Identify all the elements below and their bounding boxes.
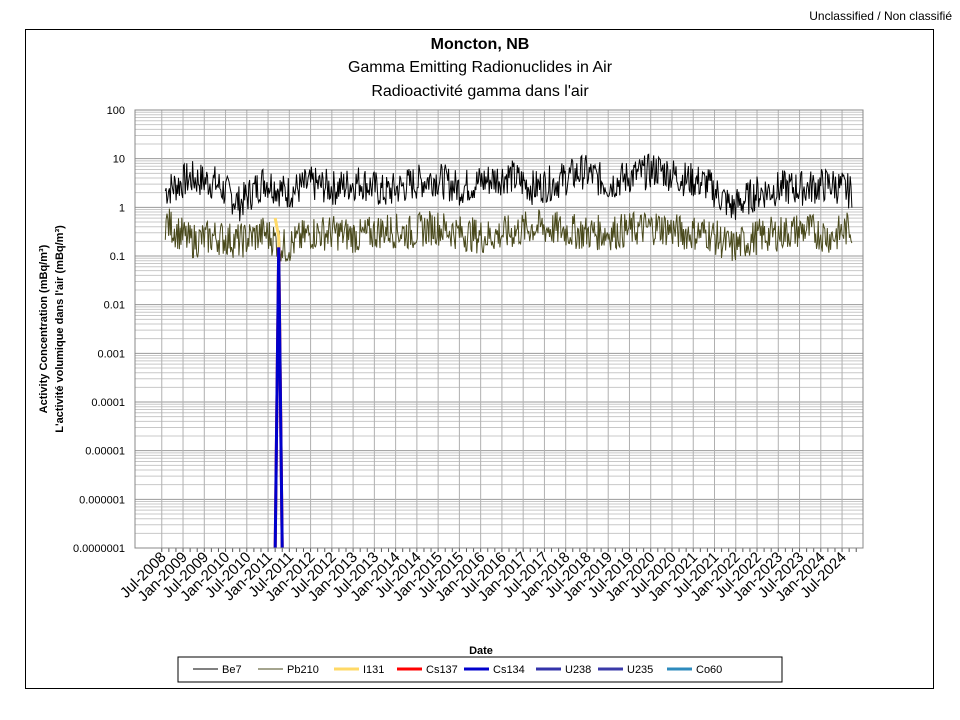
legend-label-co60: Co60 xyxy=(696,664,722,676)
series-group xyxy=(164,153,853,549)
legend-label-u238: U238 xyxy=(565,664,591,676)
y-axis-label-fr: L'activité volumique dans l'air (mBq/m³) xyxy=(54,225,66,433)
chart-frame xyxy=(25,29,934,689)
series-line-be7 xyxy=(164,153,853,222)
y-tick-label: 0.000001 xyxy=(79,494,125,506)
series-line-cs134 xyxy=(273,247,284,549)
legend-label-i131: I131 xyxy=(363,664,384,676)
legend-label-cs134: Cs134 xyxy=(493,664,525,676)
legend: Be7 Pb210 I131 Cs137 Cs134 U238 U235 Co60 xyxy=(193,664,722,676)
y-tick-label: 0.0000001 xyxy=(73,543,125,555)
chart-subtitle-en: Gamma Emitting Radionuclides in Air xyxy=(347,59,613,76)
legend-label-be7: Be7 xyxy=(222,664,242,676)
y-tick-label: 0.001 xyxy=(97,348,125,360)
y-tick-label: 0.1 xyxy=(110,251,125,263)
y-tick-label: 0.0001 xyxy=(91,397,125,409)
y-tick-label: 100 xyxy=(107,105,125,117)
x-tick-labels: Jul-2008Jan-2009Jul-2009Jan-2010Jul-2010… xyxy=(117,549,850,605)
y-tick-label: 10 xyxy=(113,154,125,166)
classification-label: Unclassified / Non classifié xyxy=(809,9,952,23)
legend-label-u235: U235 xyxy=(627,664,653,676)
grid-lines xyxy=(135,109,863,552)
y-tick-labels: 100 10 1 0.1 0.01 0.001 0.0001 0.00001 0.000001 0… xyxy=(73,105,125,555)
y-tick-label: 0.01 xyxy=(104,300,125,312)
y-tick-label: 0.00001 xyxy=(85,446,125,458)
legend-label-cs137: Cs137 xyxy=(426,664,458,676)
title-block: Moncton, NB Gamma Emitting Radionuclides… xyxy=(0,34,960,104)
y-tick-label: 1 xyxy=(119,202,125,214)
plot-area-border xyxy=(134,109,864,549)
chart-title: Moncton, NB xyxy=(430,36,530,53)
chart-subtitle-fr: Radioactivité gamma dans l'air xyxy=(371,83,589,100)
y-axis-label-en: Activity Concentration (mBq/m³) xyxy=(38,244,50,413)
legend-label-pb210: Pb210 xyxy=(287,664,319,676)
x-axis-label: Date xyxy=(469,645,493,657)
